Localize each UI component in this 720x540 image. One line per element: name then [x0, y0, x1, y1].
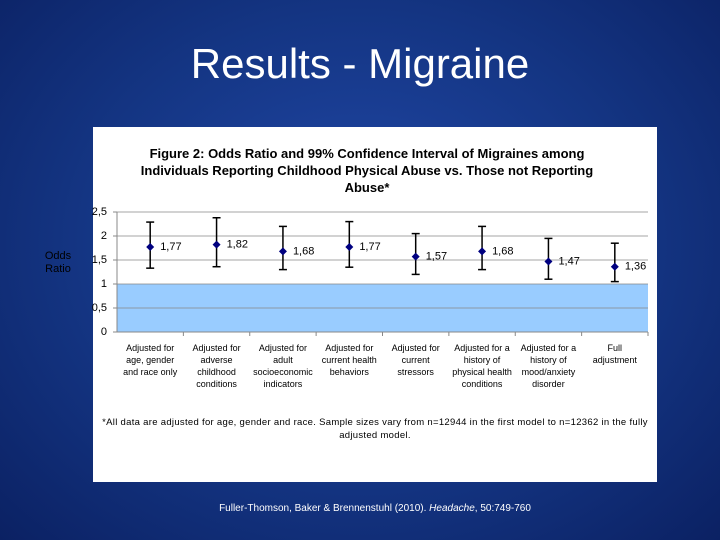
y-tick-label: 1,5 — [92, 254, 107, 266]
point — [478, 247, 487, 256]
point — [411, 252, 420, 261]
citation: Fuller-Thomson, Baker & Brennenstuhl (20… — [93, 503, 657, 514]
footnote: *All data are adjusted for age, gender a… — [102, 417, 648, 441]
value-label: 1,57 — [426, 251, 447, 263]
point — [278, 247, 287, 256]
x-tick-label: Adjusted for age, gender and race only — [123, 343, 178, 377]
x-tick-label: Adjusted for a history of physical healt… — [452, 343, 512, 389]
x-tick-label: Adjusted for current stressors — [391, 343, 440, 377]
y-tick-label: 0 — [101, 326, 107, 338]
value-label: 1,68 — [492, 245, 513, 257]
x-tick-label: Adjusted for adult socioeconomic indicat… — [253, 343, 313, 389]
point — [212, 240, 221, 249]
y-axis-label: Odds Ratio — [44, 250, 72, 275]
citation-journal: Headache — [429, 503, 475, 514]
point — [610, 262, 619, 271]
slide-title: Results - Migraine — [190, 40, 530, 87]
point — [146, 243, 155, 252]
value-label: 1,77 — [160, 241, 181, 253]
chart-title: Figure 2: Odds Ratio and 99% Confidence … — [140, 146, 594, 195]
x-tick-label: Adjusted for a history of mood/anxiety d… — [520, 343, 577, 389]
value-label: 1,68 — [293, 245, 314, 257]
x-tick-label: Full adjustment — [592, 343, 637, 365]
value-label: 1,77 — [359, 241, 380, 253]
y-tick-label: 1 — [101, 278, 107, 290]
point — [345, 243, 354, 252]
y-tick-label: 2,5 — [92, 206, 107, 218]
x-tick-label: Adjusted for adverse childhood condition… — [192, 343, 241, 389]
point — [544, 257, 553, 266]
x-tick-label: Adjusted for current health behaviors — [321, 343, 377, 377]
value-label: 1,36 — [625, 261, 646, 273]
y-tick-label: 2 — [101, 230, 107, 242]
value-label: 1,47 — [558, 255, 579, 267]
citation-authors: Fuller-Thomson, Baker & Brennenstuhl (20… — [219, 503, 430, 514]
y-tick-label: 0,5 — [92, 302, 107, 314]
citation-pages: , 50:749-760 — [474, 503, 531, 514]
value-label: 1,82 — [227, 239, 248, 251]
